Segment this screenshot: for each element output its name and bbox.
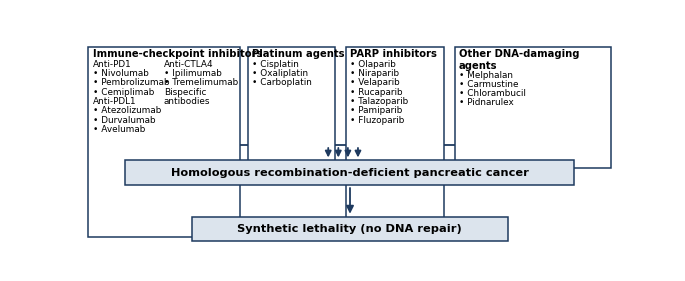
Text: • Olaparib: • Olaparib — [350, 60, 396, 69]
Text: • Nivolumab: • Nivolumab — [92, 69, 149, 78]
Text: • Fluzoparib: • Fluzoparib — [350, 115, 404, 124]
Text: Anti-CTLA4: Anti-CTLA4 — [164, 60, 214, 69]
Text: Synthetic lethality (no DNA repair): Synthetic lethality (no DNA repair) — [238, 224, 462, 234]
Text: Anti-PDL1: Anti-PDL1 — [92, 97, 136, 106]
Text: antibodies: antibodies — [164, 97, 210, 106]
Text: • Velaparib: • Velaparib — [350, 78, 400, 87]
Text: • Cemiplimab: • Cemiplimab — [92, 88, 154, 97]
Text: • Chlorambucil: • Chlorambucil — [459, 89, 525, 98]
Text: • Avelumab: • Avelumab — [92, 125, 145, 134]
Text: • Rucaparib: • Rucaparib — [350, 88, 403, 97]
Text: • Ipilimumab: • Ipilimumab — [164, 69, 222, 78]
FancyBboxPatch shape — [192, 217, 508, 241]
FancyBboxPatch shape — [247, 47, 335, 168]
Text: Immune-checkpoint inhibitors: Immune-checkpoint inhibitors — [92, 49, 262, 59]
Text: Platinum agents: Platinum agents — [252, 49, 345, 59]
Text: Homologous recombination-deficient pancreatic cancer: Homologous recombination-deficient pancr… — [171, 168, 529, 178]
FancyBboxPatch shape — [346, 47, 444, 237]
Text: Anti-PD1: Anti-PD1 — [92, 60, 132, 69]
FancyBboxPatch shape — [125, 160, 574, 185]
Text: Other DNA-damaging
agents: Other DNA-damaging agents — [459, 49, 580, 71]
Text: • Cisplatin: • Cisplatin — [252, 60, 299, 69]
Text: • Niraparib: • Niraparib — [350, 69, 399, 78]
Text: • Pembrolizumab: • Pembrolizumab — [92, 78, 169, 87]
Text: Bispecific: Bispecific — [164, 88, 206, 97]
Text: • Durvalumab: • Durvalumab — [92, 115, 155, 124]
Text: • Atezolizumab: • Atezolizumab — [92, 106, 161, 115]
Text: • Pidnarulex: • Pidnarulex — [459, 98, 514, 107]
Text: • Talazoparib: • Talazoparib — [350, 97, 408, 106]
Text: • Pamiparib: • Pamiparib — [350, 106, 402, 115]
Text: • Melphalan: • Melphalan — [459, 71, 513, 80]
FancyBboxPatch shape — [88, 47, 240, 237]
Text: • Carmustine: • Carmustine — [459, 80, 519, 89]
FancyBboxPatch shape — [455, 47, 611, 168]
Text: • Tremelimumab: • Tremelimumab — [164, 78, 238, 87]
Text: PARP inhibitors: PARP inhibitors — [350, 49, 437, 59]
Text: • Carboplatin: • Carboplatin — [252, 78, 312, 87]
Text: • Oxaliplatin: • Oxaliplatin — [252, 69, 308, 78]
